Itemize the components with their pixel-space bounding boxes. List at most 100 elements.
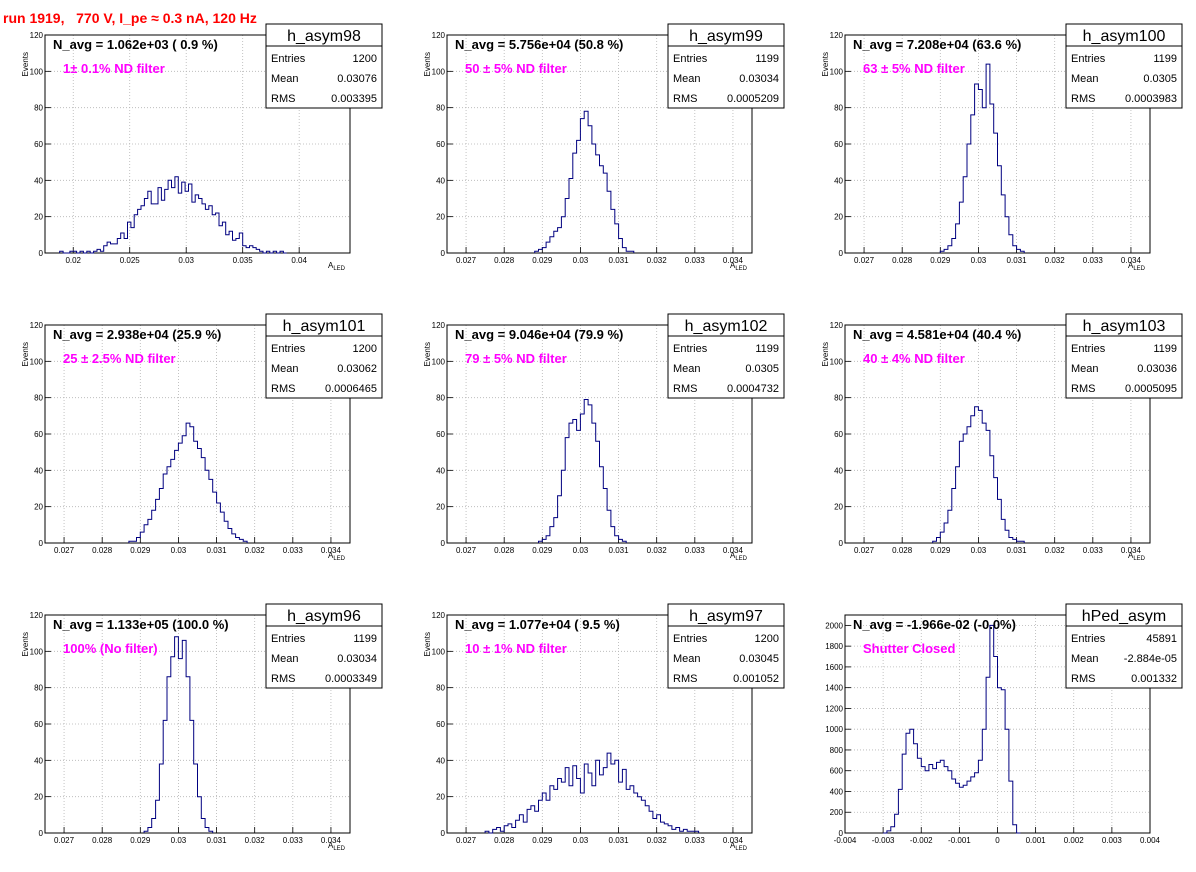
stats-box <box>1065 603 1183 689</box>
stats-title: h_asym97 <box>689 608 763 625</box>
x-tick-label: 0.04 <box>291 256 307 265</box>
x-tick-label: 0.025 <box>120 256 141 265</box>
stats-title: h_asym99 <box>689 28 763 45</box>
y-tick-label: 120 <box>30 31 44 40</box>
x-tick-label: 0.028 <box>892 256 913 265</box>
y-tick-label: 0 <box>839 829 844 838</box>
x-tick-label: 0.029 <box>532 836 553 845</box>
filter-label: Shutter Closed <box>863 641 956 656</box>
stats-value: 1200 <box>353 53 377 65</box>
stats-label: Mean <box>673 363 701 375</box>
x-axis-title: ALED <box>1128 261 1146 272</box>
stats-label: Entries <box>1071 633 1106 645</box>
y-tick-label: 200 <box>830 808 844 817</box>
stats-value: 0.03076 <box>337 73 377 85</box>
navg-label: N_avg = 1.133e+05 (100.0 %) <box>53 617 229 632</box>
x-tick-label: 0.027 <box>854 546 875 555</box>
y-tick-label: 100 <box>432 647 446 656</box>
y-tick-label: 80 <box>34 104 43 113</box>
stats-label: Mean <box>673 653 701 665</box>
y-tick-label: 40 <box>834 176 843 185</box>
x-tick-label: 0 <box>995 836 1000 845</box>
stats-label: Mean <box>1071 363 1099 375</box>
stats-label: Entries <box>271 343 306 355</box>
x-tick-label: 0.035 <box>233 256 254 265</box>
x-axis-title: ALED <box>1128 551 1146 562</box>
x-tick-label: 0.031 <box>1007 546 1028 555</box>
stats-value: 45891 <box>1146 633 1177 645</box>
x-tick-label: 0.028 <box>92 546 113 555</box>
stats-value: 0.03036 <box>1137 363 1177 375</box>
navg-label: N_avg = 4.581e+04 (40.4 %) <box>853 327 1021 342</box>
y-tick-label: 100 <box>432 67 446 76</box>
y-tick-label: 80 <box>834 104 843 113</box>
x-tick-label: 0.032 <box>1045 256 1066 265</box>
y-tick-label: 40 <box>34 176 43 185</box>
y-tick-label: 400 <box>830 787 844 796</box>
histogram-line <box>883 624 1021 834</box>
y-tick-label: 100 <box>30 647 44 656</box>
y-tick-label: 120 <box>830 31 844 40</box>
x-tick-label: 0.034 <box>723 546 744 555</box>
y-tick-label: 40 <box>34 466 43 475</box>
stats-value: 0.0305 <box>1143 73 1177 85</box>
stats-box <box>667 313 785 399</box>
stats-label: Mean <box>271 73 299 85</box>
y-axis-title: Events <box>821 342 830 366</box>
stats-label: Entries <box>1071 53 1106 65</box>
y-tick-label: 100 <box>432 357 446 366</box>
filter-label: 10 ± 1% ND filter <box>465 641 567 656</box>
histogram-panel-h_asym100: 0.027 0.028 0.029 0.03 0.031 0.032 0.033 0.034 0… <box>821 23 1183 272</box>
navg-label: N_avg = 2.938e+04 (25.9 %) <box>53 327 221 342</box>
stats-label: Mean <box>1071 653 1099 665</box>
stats-title: h_asym103 <box>1083 318 1166 335</box>
stats-value: 0.03045 <box>739 653 779 665</box>
x-tick-label: -0.004 <box>834 836 857 845</box>
stats-value: 0.03034 <box>337 653 377 665</box>
y-tick-label: 20 <box>436 793 445 802</box>
y-tick-label: 80 <box>834 394 843 403</box>
x-tick-label: 0.033 <box>283 836 304 845</box>
x-tick-label: 0.031 <box>207 546 228 555</box>
y-tick-label: 1200 <box>825 704 843 713</box>
x-tick-label: 0.001 <box>1026 836 1047 845</box>
histogram-line <box>939 63 1025 253</box>
stats-value: 0.0003349 <box>325 673 377 685</box>
x-axis-title: ALED <box>730 551 748 562</box>
x-tick-label: 0.033 <box>1083 546 1104 555</box>
stats-title: h_asym102 <box>685 318 768 335</box>
stats-label: Mean <box>271 653 299 665</box>
filter-label: 63 ± 5% ND filter <box>863 61 965 76</box>
stats-label: Entries <box>271 53 306 65</box>
x-tick-label: 0.03 <box>171 836 187 845</box>
stats-value: 0.03062 <box>337 363 377 375</box>
stats-box <box>667 23 785 109</box>
y-tick-label: 60 <box>436 430 445 439</box>
stats-value: 1200 <box>353 343 377 355</box>
stats-label: Mean <box>271 363 299 375</box>
stats-label: Entries <box>271 633 306 645</box>
y-tick-label: 0 <box>441 829 446 838</box>
y-tick-label: 0 <box>441 539 446 548</box>
stats-box <box>265 313 383 399</box>
x-tick-label: 0.033 <box>685 546 706 555</box>
stats-value: 1200 <box>755 633 779 645</box>
stats-label: RMS <box>1071 673 1095 685</box>
y-axis-title: Events <box>423 342 432 366</box>
histogram-line <box>538 399 627 543</box>
x-tick-label: 0.028 <box>892 546 913 555</box>
y-tick-label: 0 <box>839 539 844 548</box>
histogram-panel-h_asym102: 0.027 0.028 0.029 0.03 0.031 0.032 0.033 0.034 0… <box>423 313 785 562</box>
y-tick-label: 2000 <box>825 621 843 630</box>
stats-value: 1199 <box>1153 343 1177 355</box>
y-tick-label: 60 <box>34 430 43 439</box>
x-tick-label: 0.034 <box>723 836 744 845</box>
stats-label: RMS <box>1071 383 1095 395</box>
x-tick-label: -0.001 <box>948 836 971 845</box>
navg-label: N_avg = 5.756e+04 (50.8 %) <box>455 37 623 52</box>
filter-label: 25 ± 2.5% ND filter <box>63 351 176 366</box>
histogram-panel-h_asym96: 0.027 0.028 0.029 0.03 0.031 0.032 0.033 0.034 0… <box>21 603 383 852</box>
filter-label: 79 ± 5% ND filter <box>465 351 567 366</box>
x-tick-label: 0.027 <box>854 256 875 265</box>
x-tick-label: 0.032 <box>245 546 266 555</box>
